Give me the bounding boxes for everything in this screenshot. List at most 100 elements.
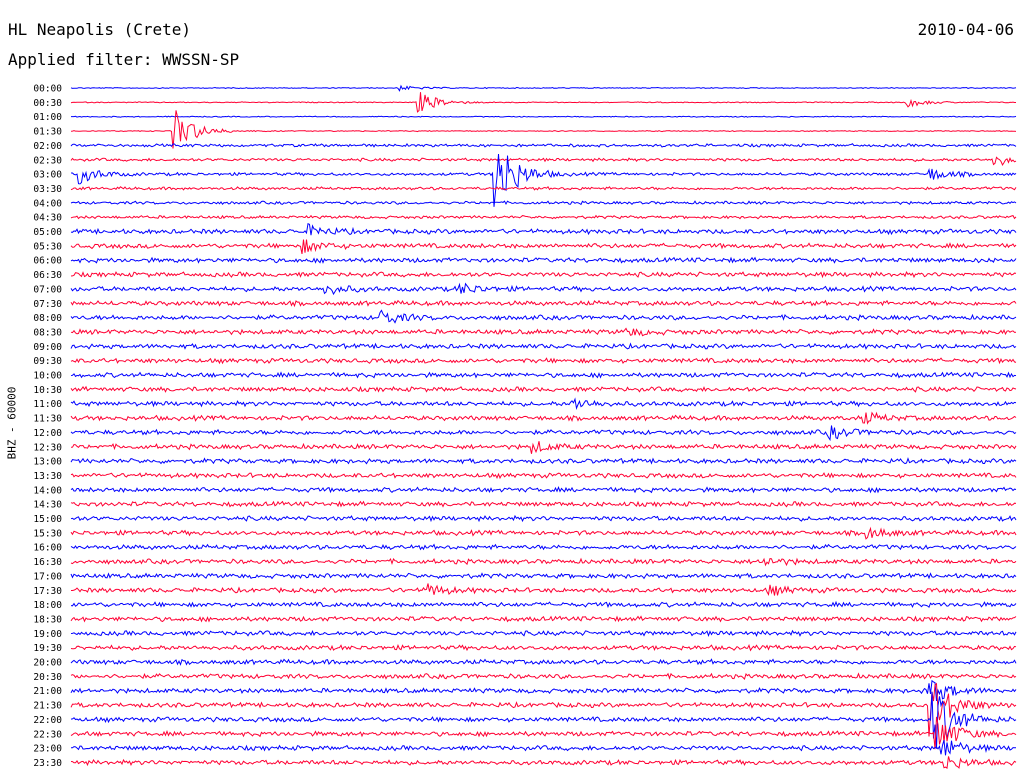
trace-line xyxy=(70,629,1017,637)
trace-line xyxy=(70,256,1017,264)
trace-line xyxy=(70,239,1017,254)
time-label: 01:30 xyxy=(33,127,62,138)
trace-line xyxy=(70,185,1017,191)
trace-line xyxy=(70,142,1017,148)
time-label: 05:30 xyxy=(33,241,62,252)
trace-line xyxy=(70,600,1017,609)
trace-line xyxy=(70,500,1017,508)
time-label: 00:30 xyxy=(33,98,62,109)
trace-line xyxy=(70,411,1017,425)
trace-line xyxy=(70,457,1017,465)
time-label: 22:00 xyxy=(33,715,62,726)
trace-line xyxy=(70,557,1017,567)
trace-line xyxy=(70,222,1017,236)
trace-line xyxy=(70,299,1017,308)
trace-line xyxy=(70,214,1017,220)
time-label: 21:00 xyxy=(33,686,62,697)
time-label: 05:00 xyxy=(33,227,62,238)
trace-line xyxy=(71,583,1017,596)
trace-line xyxy=(70,309,1017,324)
time-label: 14:00 xyxy=(33,485,62,496)
time-label: 09:30 xyxy=(33,356,62,367)
time-label: 00:00 xyxy=(33,84,62,95)
time-label: 10:30 xyxy=(33,385,62,396)
time-label: 19:00 xyxy=(33,629,62,640)
time-label: 07:00 xyxy=(33,284,62,295)
trace-line xyxy=(70,691,1017,749)
time-label: 18:00 xyxy=(33,600,62,611)
trace-line xyxy=(70,514,1017,523)
time-label: 09:00 xyxy=(33,342,62,353)
trace-line xyxy=(70,200,1017,206)
time-label: 15:30 xyxy=(33,528,62,539)
trace-line xyxy=(70,342,1017,350)
time-label: 04:00 xyxy=(33,198,62,209)
time-label: 07:30 xyxy=(33,299,62,310)
trace-line xyxy=(70,357,1017,365)
time-label: 22:30 xyxy=(33,729,62,740)
time-label: 10:00 xyxy=(33,371,62,382)
time-label: 18:30 xyxy=(33,614,62,625)
time-label: 13:00 xyxy=(33,457,62,468)
time-label: 17:30 xyxy=(33,586,62,597)
trace-line xyxy=(70,716,1017,750)
trace-line xyxy=(70,156,1017,166)
trace-line xyxy=(70,526,1017,540)
trace-line xyxy=(70,572,1017,580)
time-label: 23:30 xyxy=(33,758,62,769)
time-label: 19:30 xyxy=(33,643,62,654)
time-label: 03:30 xyxy=(33,184,62,195)
time-label: 15:00 xyxy=(33,514,62,525)
trace-line xyxy=(70,270,1017,279)
time-label: 01:00 xyxy=(33,112,62,123)
station-title: HL Neapolis (Crete) xyxy=(8,20,192,39)
time-label: 12:30 xyxy=(33,442,62,453)
time-label: 11:00 xyxy=(33,399,62,410)
time-label: 02:00 xyxy=(33,141,62,152)
trace-line xyxy=(70,110,1017,149)
time-label: 16:30 xyxy=(33,557,62,568)
trace-line xyxy=(70,658,1017,666)
time-label: 08:30 xyxy=(33,327,62,338)
trace-line xyxy=(70,682,1017,737)
trace-line xyxy=(70,92,1016,113)
time-label: 21:30 xyxy=(33,701,62,712)
filter-label: Applied filter: WWSSN-SP xyxy=(8,50,240,69)
trace-line xyxy=(70,679,1017,701)
trace-line xyxy=(70,441,1017,454)
time-label: 20:00 xyxy=(33,658,62,669)
trace-line xyxy=(70,615,1017,623)
time-label: 04:30 xyxy=(33,213,62,224)
time-label: 17:00 xyxy=(33,571,62,582)
time-label: 16:00 xyxy=(33,543,62,554)
trace-line xyxy=(70,672,1017,680)
trace-line xyxy=(70,282,1017,296)
trace-line xyxy=(71,115,1017,118)
time-label: 14:30 xyxy=(33,500,62,511)
trace-line xyxy=(70,371,1017,379)
trace-group xyxy=(70,84,1017,769)
trace-line xyxy=(70,756,1017,769)
time-label: 11:30 xyxy=(33,414,62,425)
time-label: 13:30 xyxy=(33,471,62,482)
time-label: 02:30 xyxy=(33,155,62,166)
trace-line xyxy=(70,327,1017,337)
time-label: 03:00 xyxy=(33,170,62,181)
time-label-group: 00:00 00:30 01:00 01:30 02:00 02:30 03:00 03:30… xyxy=(33,84,62,769)
trace-line xyxy=(71,153,1017,207)
time-label: 12:00 xyxy=(33,428,62,439)
trace-line xyxy=(70,84,1017,92)
trace-line xyxy=(70,486,1017,494)
trace-line xyxy=(70,397,1017,411)
trace-line xyxy=(70,472,1017,480)
trace-line xyxy=(70,425,1017,442)
time-label: 06:30 xyxy=(33,270,62,281)
date-label: 2010-04-06 xyxy=(917,20,1014,39)
time-label: 06:00 xyxy=(33,256,62,267)
trace-line xyxy=(70,643,1017,652)
trace-line xyxy=(70,385,1017,393)
time-label: 08:00 xyxy=(33,313,62,324)
trace-line xyxy=(71,740,1017,756)
trace-line xyxy=(70,543,1017,551)
